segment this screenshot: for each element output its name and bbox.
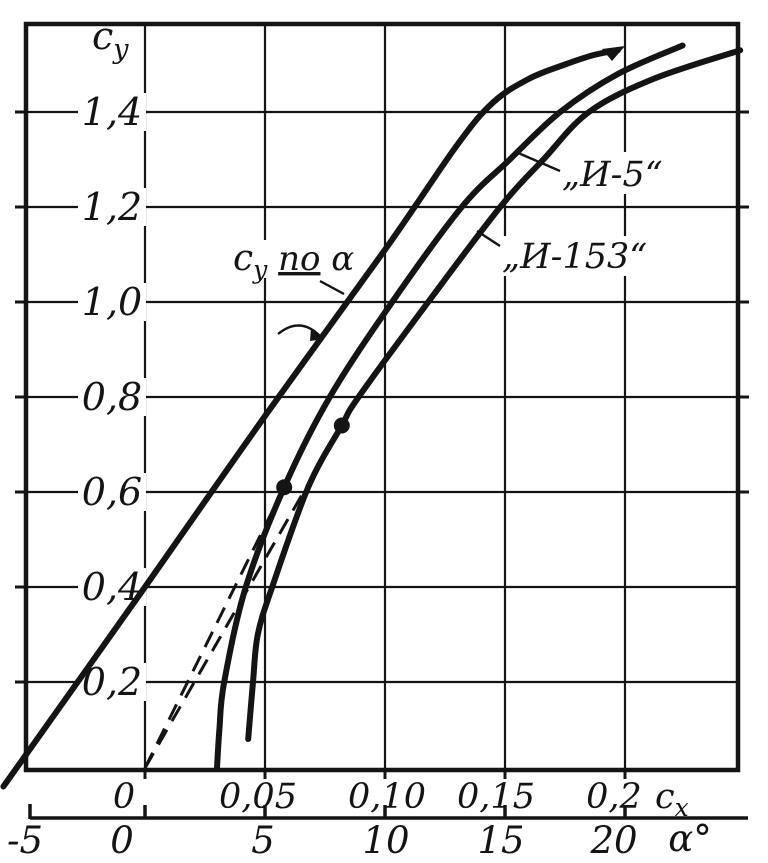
y-tick-label: 0,4 [82,565,142,609]
lift-label-leader [319,279,345,296]
y-tick-label: 0,8 [82,375,142,419]
alpha-tick-label: 15 [477,819,524,862]
cx-tick-labels: 0 0,05 0,10 0,15 0,2 [113,777,642,817]
alpha-tick-label: -5 [7,819,43,862]
alpha-axis-title: α° [668,817,712,860]
cx-tick-label: 0,10 [348,777,426,817]
alpha-tick-label: 20 [589,819,637,862]
alpha-tick-label: 5 [251,819,275,862]
y-tick-label: 0,6 [82,470,142,514]
alpha-tick-labels: -5 0 5 10 15 20 [7,819,638,862]
marked-points [276,417,350,496]
curves [0,42,744,790]
y-tick-label: 0,2 [82,660,142,704]
y-axis-title: cy [92,14,129,65]
label-bg [498,236,646,276]
label-bg [78,283,146,321]
marker-dot-i5 [276,479,293,496]
alpha-tick-label: 0 [110,819,134,862]
lift-label-arc-arrowhead [310,328,324,341]
i153-curve-label: „И-153“ [502,237,647,277]
label-bg [558,152,658,194]
y-tick-labels: 1,4 1,2 1,0 0,8 0,6 0,4 0,2 [82,90,142,704]
cx-tick-label: 0,15 [457,777,535,817]
cx-tick-label: 0 [113,777,135,817]
cy-alpha-arrowhead [602,46,625,61]
label-bg [78,93,146,131]
curve-i5 [214,42,686,771]
lift-curve-label: cy по α [233,238,354,284]
cx-tick-label: 0,2 [586,777,642,817]
alpha-tick-label: 10 [362,819,409,862]
plot-border [23,21,741,773]
label-bg [78,473,146,511]
y-tick-label: 1,4 [82,90,142,134]
cx-tick-label: 0,05 [219,777,297,817]
marker-dot-i153 [333,417,350,434]
i5-curve-label: „И-5“ [562,155,663,195]
alpha-scale [28,804,748,820]
y-tick-label: 1,0 [82,280,142,324]
i153-label-leader [476,229,501,248]
curve-i153 [245,47,744,742]
label-bg [226,240,340,278]
cx-axis-title: cx [655,777,689,822]
y-tick-label: 1,2 [82,185,142,229]
label-bg [78,378,146,416]
curve-cy-alpha [0,47,621,790]
label-bg [78,188,146,226]
i5-label-leader [515,150,561,173]
